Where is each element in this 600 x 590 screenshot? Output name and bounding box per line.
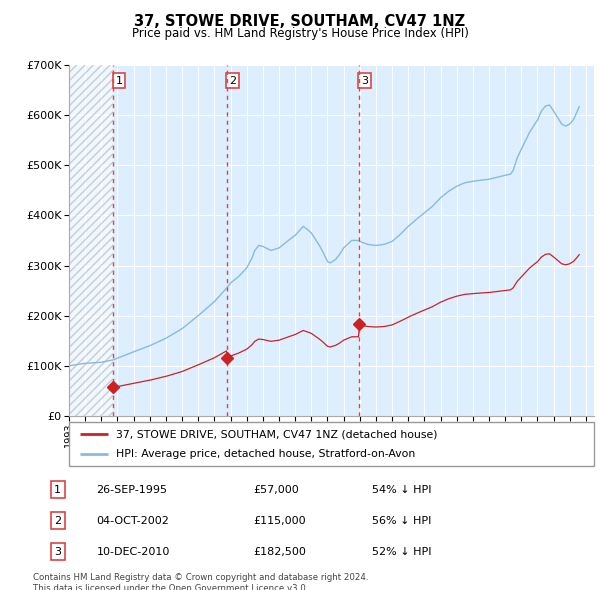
FancyBboxPatch shape (69, 422, 594, 466)
Text: 10-DEC-2010: 10-DEC-2010 (97, 547, 170, 557)
Text: 56% ↓ HPI: 56% ↓ HPI (372, 516, 431, 526)
Text: 37, STOWE DRIVE, SOUTHAM, CV47 1NZ: 37, STOWE DRIVE, SOUTHAM, CV47 1NZ (134, 14, 466, 28)
Text: 1: 1 (54, 484, 61, 494)
Text: HPI: Average price, detached house, Stratford-on-Avon: HPI: Average price, detached house, Stra… (116, 449, 415, 459)
Text: 04-OCT-2002: 04-OCT-2002 (97, 516, 169, 526)
Text: £115,000: £115,000 (253, 516, 306, 526)
Text: 2: 2 (229, 76, 236, 86)
Text: 54% ↓ HPI: 54% ↓ HPI (372, 484, 431, 494)
Bar (69, 65, 113, 416)
Text: 2: 2 (54, 516, 61, 526)
Text: £182,500: £182,500 (253, 547, 306, 557)
Text: Price paid vs. HM Land Registry's House Price Index (HPI): Price paid vs. HM Land Registry's House … (131, 27, 469, 40)
Text: 3: 3 (361, 76, 368, 86)
Text: 37, STOWE DRIVE, SOUTHAM, CV47 1NZ (detached house): 37, STOWE DRIVE, SOUTHAM, CV47 1NZ (deta… (116, 430, 438, 439)
Text: 1: 1 (116, 76, 122, 86)
Text: 26-SEP-1995: 26-SEP-1995 (97, 484, 167, 494)
Text: 52% ↓ HPI: 52% ↓ HPI (372, 547, 431, 557)
Text: £57,000: £57,000 (253, 484, 299, 494)
Text: Contains HM Land Registry data © Crown copyright and database right 2024.
This d: Contains HM Land Registry data © Crown c… (33, 573, 368, 590)
Text: 3: 3 (54, 547, 61, 557)
